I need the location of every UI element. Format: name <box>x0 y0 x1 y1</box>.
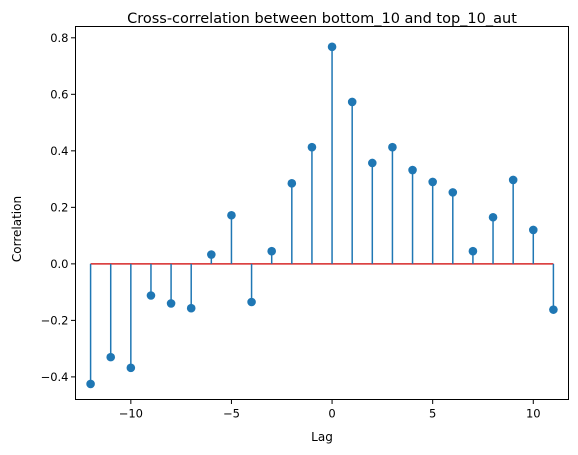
stem-marker <box>428 177 437 187</box>
y-tick-label: 0.8 <box>50 31 68 45</box>
stem-marker <box>488 212 498 222</box>
stem-marker <box>207 250 216 259</box>
x-tick-label: −10 <box>119 407 143 421</box>
stem-marker <box>86 379 95 389</box>
stem-marker <box>307 142 317 152</box>
stem-marker <box>508 175 518 185</box>
stem-marker <box>368 158 377 168</box>
stem-marker <box>106 352 116 362</box>
chart-title: Cross-correlation between bottom_10 and … <box>127 11 517 27</box>
stems <box>89 46 555 384</box>
stem-marker <box>347 97 357 107</box>
stem-marker <box>528 225 538 235</box>
y-tick-label: −0.2 <box>41 313 69 327</box>
x-axis-label: Lag <box>311 430 333 444</box>
stem-marker <box>267 246 276 256</box>
axis-ticks: −10 −5 0 5 10 −0.4 −0.2 0.0 0.2 0.4 0.6 0.8 <box>41 31 541 421</box>
y-axis-label: Correlation <box>10 196 24 262</box>
y-tick-label: 0.0 <box>50 257 68 271</box>
x-tick-label: −5 <box>223 407 240 421</box>
y-tick-label: 0.6 <box>50 87 68 101</box>
stem-marker <box>166 299 176 308</box>
markers <box>86 42 558 389</box>
stem-marker <box>186 303 196 313</box>
stem-marker <box>388 142 397 152</box>
stem-marker <box>408 165 417 175</box>
stem-marker <box>287 179 297 188</box>
y-tick-label: 0.2 <box>50 200 68 214</box>
y-tick-label: 0.4 <box>50 144 68 158</box>
stem-marker <box>227 210 236 220</box>
stem-marker <box>146 291 156 300</box>
stem-marker <box>549 305 558 314</box>
stem-marker <box>247 297 256 307</box>
x-tick-label: 0 <box>328 407 335 421</box>
x-tick-label: 5 <box>429 407 436 421</box>
stem-marker <box>327 42 337 52</box>
stem-marker <box>126 363 136 373</box>
y-tick-label: −0.4 <box>41 370 69 384</box>
x-tick-label: 10 <box>526 407 541 421</box>
stem-marker <box>468 246 478 256</box>
stem-marker <box>448 188 458 197</box>
plot-frame <box>75 26 569 400</box>
